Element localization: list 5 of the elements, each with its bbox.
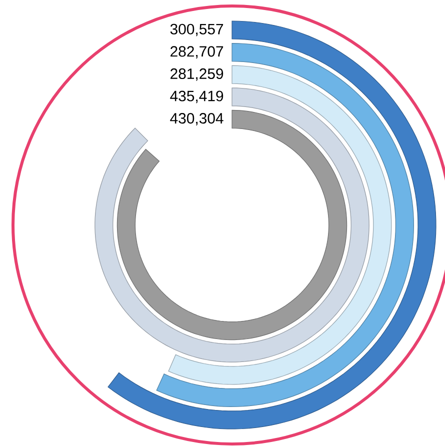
data-label: 281,259 — [170, 68, 224, 81]
data-label: 435,419 — [170, 90, 224, 104]
data-label: 282,707 — [170, 46, 224, 58]
data-label: 430,304 — [170, 113, 224, 126]
data-label: 300,557 — [170, 24, 224, 36]
